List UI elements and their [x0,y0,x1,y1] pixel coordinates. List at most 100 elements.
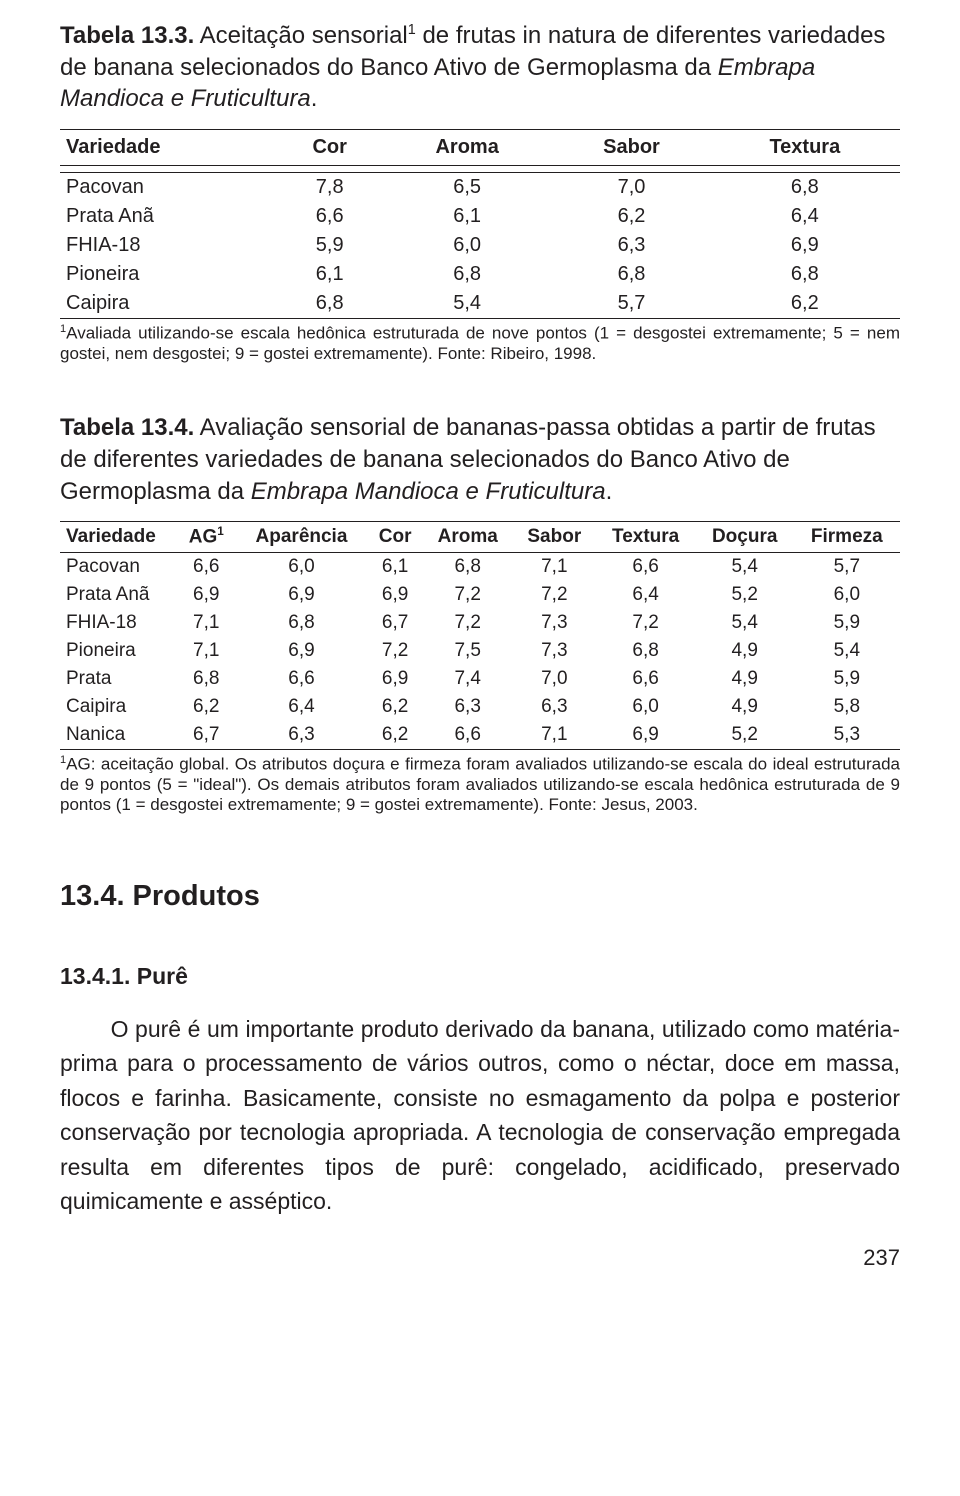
cell: 6,9 [710,231,900,260]
footnote-text: AG: aceitação global. Os atributos doçur… [60,754,900,814]
cell: 6,4 [596,581,696,609]
table-13-3-title-a: Aceitação sensorial [194,22,407,49]
cell: Pacovan [60,173,278,203]
cell: 5,7 [553,289,709,319]
cell: 6,8 [235,609,368,637]
col-variedade: Variedade [60,522,178,552]
cell: 7,2 [368,637,422,665]
cell: 6,6 [235,665,368,693]
cell: 6,6 [596,552,696,581]
cell: 6,2 [368,693,422,721]
heading-produtos: 13.4. Produtos [60,880,900,913]
table-13-4-title-ital: Embrapa Mandioca e Fruticultura [251,478,606,505]
cell: 6,8 [422,552,513,581]
cell: 7,1 [513,721,595,750]
cell: 6,8 [381,260,553,289]
table-row: Pioneira 6,1 6,8 6,8 6,8 [60,260,900,289]
table-row: FHIA-187,16,86,77,27,37,25,45,9 [60,609,900,637]
cell: 6,9 [235,581,368,609]
cell: 5,9 [278,231,381,260]
col-textura: Textura [596,522,696,552]
cell: 4,9 [696,637,794,665]
col-sabor: Sabor [513,522,595,552]
table-13-4-label: Tabela 13.4. [60,414,194,441]
table-row: Pacovan 7,8 6,5 7,0 6,8 [60,173,900,203]
cell: 7,1 [513,552,595,581]
table-13-3: Variedade Cor Aroma Sabor Textura Pacova… [60,129,900,319]
cell: Pacovan [60,552,178,581]
cell: 6,8 [596,637,696,665]
cell: 5,3 [794,721,900,750]
cell: 5,4 [381,289,553,319]
table-row-header: Variedade AG1 Aparência Cor Aroma Sabor … [60,522,900,552]
table-row: FHIA-18 5,9 6,0 6,3 6,9 [60,231,900,260]
cell: 6,1 [368,552,422,581]
cell: 5,4 [696,552,794,581]
cell: 6,8 [178,665,235,693]
cell: 5,2 [696,581,794,609]
cell: 6,2 [178,693,235,721]
cell: 6,8 [710,260,900,289]
col-ag: AG1 [178,522,235,552]
cell: 7,8 [278,173,381,203]
col-aroma: Aroma [381,130,553,166]
cell: Prata Anã [60,202,278,231]
cell: 7,3 [513,637,595,665]
cell: 6,9 [368,665,422,693]
cell: 7,2 [596,609,696,637]
cell: 7,2 [513,581,595,609]
cell: 6,3 [513,693,595,721]
paragraph-pure: O purê é um importante produto derivado … [60,1012,900,1219]
cell: 6,9 [596,721,696,750]
cell: 6,4 [710,202,900,231]
cell: 6,0 [235,552,368,581]
cell: 6,8 [278,289,381,319]
cell: Nanica [60,721,178,750]
cell: 6,6 [422,721,513,750]
cell: 5,9 [794,609,900,637]
cell: 6,9 [178,581,235,609]
table-row: Prata Anã 6,6 6,1 6,2 6,4 [60,202,900,231]
cell: 5,2 [696,721,794,750]
table-13-3-label: Tabela 13.3. [60,22,194,49]
cell: 6,2 [553,202,709,231]
cell: 6,3 [235,721,368,750]
col-sabor: Sabor [553,130,709,166]
table-row: Pioneira7,16,97,27,57,36,84,95,4 [60,637,900,665]
table-row: Caipira6,26,46,26,36,36,04,95,8 [60,693,900,721]
table-row: Nanica6,76,36,26,67,16,95,25,3 [60,721,900,750]
cell: 7,2 [422,581,513,609]
cell: 6,5 [381,173,553,203]
col-variedade: Variedade [60,130,278,166]
cell: 6,1 [381,202,553,231]
cell: 7,2 [422,609,513,637]
cell: 6,0 [381,231,553,260]
table-row-header: Variedade Cor Aroma Sabor Textura [60,130,900,166]
cell: 6,2 [710,289,900,319]
cell: 7,0 [553,173,709,203]
col-docura: Doçura [696,522,794,552]
cell: 5,4 [794,637,900,665]
table-row: Prata Anã6,96,96,97,27,26,45,26,0 [60,581,900,609]
cell: 6,9 [368,581,422,609]
page-number: 237 [60,1245,900,1271]
col-ag-sup: 1 [217,525,224,538]
table-spacer [60,166,900,173]
table-13-3-sup: 1 [408,22,416,38]
cell: 6,0 [794,581,900,609]
col-firmeza: Firmeza [794,522,900,552]
footnote-text: Avaliada utilizando-se escala hedônica e… [60,324,900,363]
cell: 7,1 [178,637,235,665]
cell: 6,6 [596,665,696,693]
cell: 6,9 [235,637,368,665]
table-row: Pacovan6,66,06,16,87,16,65,45,7 [60,552,900,581]
col-aparencia: Aparência [235,522,368,552]
table-13-4: Variedade AG1 Aparência Cor Aroma Sabor … [60,521,900,749]
cell: 4,9 [696,693,794,721]
cell: 5,4 [696,609,794,637]
table-13-3-footnote: 1Avaliada utilizando-se escala hedônica … [60,323,900,364]
table-row: Prata6,86,66,97,47,06,64,95,9 [60,665,900,693]
cell: 7,0 [513,665,595,693]
cell: 6,2 [368,721,422,750]
cell: Pioneira [60,260,278,289]
